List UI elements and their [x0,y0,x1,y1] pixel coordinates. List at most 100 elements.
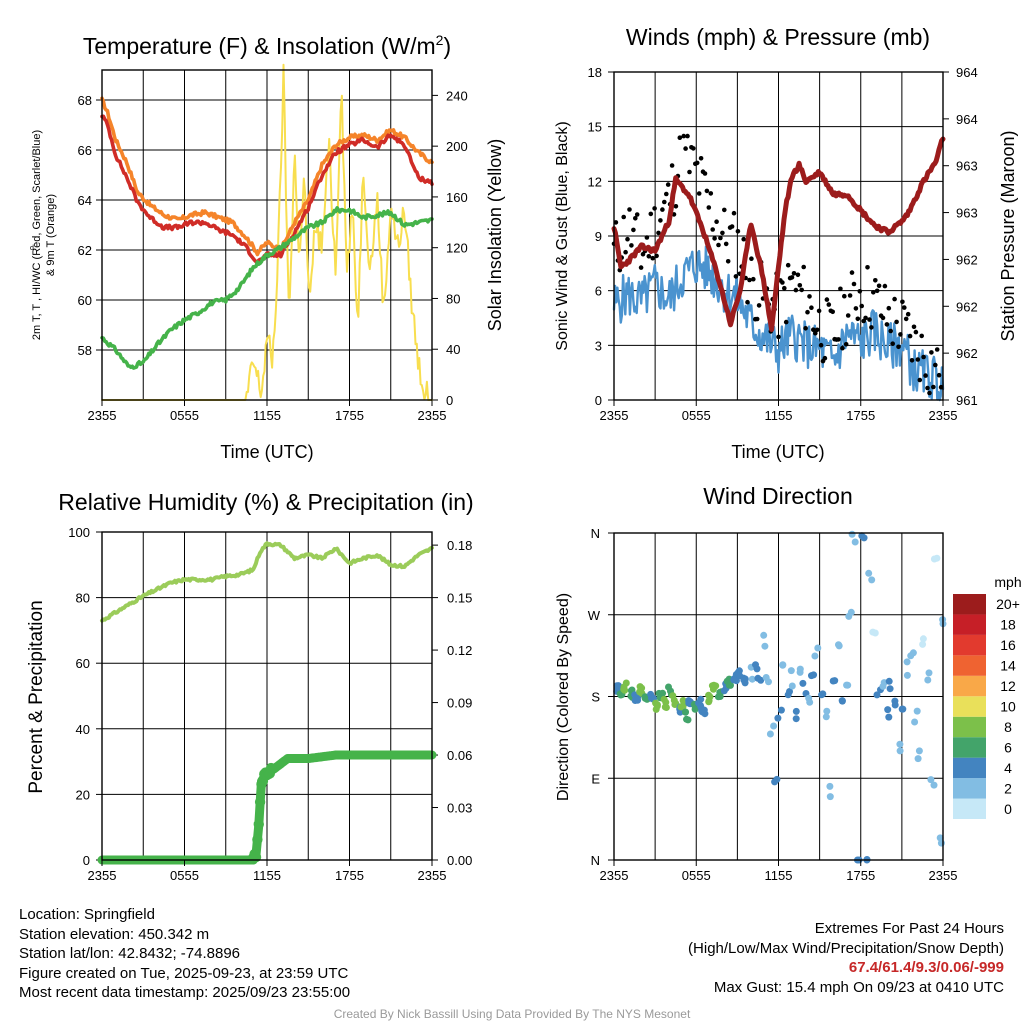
gust-point [938,384,944,390]
direction-point [653,702,661,710]
gust-point [813,330,818,336]
gust-point [863,315,868,321]
x-tick-label: 1755 [846,408,875,423]
y-tick-label: 58 [78,343,92,358]
direction-point [924,676,932,684]
direction-point [784,691,792,699]
gust-point [925,385,930,391]
legend-swatch [953,655,986,676]
y-tick-label: W [588,608,601,623]
y2-tick-label: 963 [956,159,978,174]
gust-point [814,327,820,333]
y-tick-label: 15 [588,120,602,135]
y-tick-label: 6 [595,284,602,299]
humidity-ylabel-left: Percent & Precipitation [26,600,47,793]
direction-point [873,691,881,699]
gust-point [871,290,876,295]
y-tick-label: 0 [83,853,90,868]
y2-tick-label: 962 [956,346,978,361]
gust-point [625,236,630,242]
gust-point [646,253,652,259]
gust-point [623,249,628,255]
precipitation-point [254,796,266,808]
direction-point [829,677,837,685]
direction-point [613,682,621,690]
direction-point [787,667,795,675]
direction-point [636,688,644,696]
legend-label: 18 [1000,617,1016,633]
location-text: Location: Springfield [19,906,155,923]
winds-ylabel-left: Sonic Wind & Gust (Blue, Black) [554,121,571,350]
direction-point [761,642,769,650]
y-tick-label: 20 [76,787,90,802]
direction-title: Wind Direction [703,483,853,509]
gust-point [718,235,723,241]
direction-point [792,715,800,723]
direction-point [907,652,915,660]
direction-point [670,696,678,704]
precipitation-point [250,851,262,863]
direction-point [620,685,628,693]
gust-point [712,236,717,241]
gust-point [691,146,696,151]
x-tick-label: 0555 [170,868,199,883]
y2-tick-label: 120 [446,241,468,256]
direction-point [927,776,935,784]
x-tick-label: 1755 [335,408,364,423]
direction-point [679,702,687,710]
gust-point [681,133,686,139]
x-tick-label: 2355 [418,408,447,423]
gust-point [731,210,737,216]
direction-point [826,793,834,801]
y-tick-label: 18 [588,65,602,80]
gust-point [811,327,816,333]
direction-point [896,740,904,748]
gust-point [933,362,938,368]
gust-point [656,230,661,236]
gust-point [882,283,888,289]
legend-swatch [953,594,986,615]
gust-point [662,199,667,205]
gust-point [776,334,781,340]
gust-point [631,227,636,233]
humidity-title: Relative Humidity (%) & Precipitation (i… [58,489,473,515]
direction-point [774,714,782,722]
direction-point [919,635,927,643]
x-tick-label: 1755 [335,868,364,883]
gust-point [694,160,700,166]
gust-point [886,305,892,311]
gust-point [664,191,669,197]
direction-point [777,706,785,714]
extremes-title: Extremes For Past 24 Hours [814,920,1004,937]
gust-point [824,297,830,302]
direction-point [705,697,713,704]
x-tick-label: 0555 [682,868,711,883]
winds-title: Winds (mph) & Pressure (mb) [626,24,930,50]
direction-point [865,569,873,577]
legend-swatch [953,634,986,656]
latlon-text: Station lat/lon: 42.8432; -74.8896 [19,945,241,962]
y-tick-label: 0 [595,393,602,408]
gust-point [809,305,814,311]
precipitation-point [265,762,277,774]
gust-point [658,218,663,223]
direction-point [810,671,818,679]
gust-point [907,333,913,339]
y-tick-label: 40 [76,722,90,737]
direction-point [898,705,906,713]
credit-text: Created By Nick Bassill Using Data Provi… [333,1007,691,1021]
gust-point [847,293,853,298]
gust-point [909,358,915,363]
direction-point [712,682,720,690]
y-tick-label: 9 [595,229,602,244]
y2-tick-label: 0.12 [447,643,472,658]
direction-point [871,629,879,637]
gust-point [890,341,895,347]
gust-point [756,303,762,308]
direction-point [925,669,933,677]
x-tick-label: 1155 [765,408,793,423]
gust-point [654,253,659,259]
series-line-9m-t [100,96,434,257]
gust-point [896,344,901,350]
gust-point [795,272,801,278]
